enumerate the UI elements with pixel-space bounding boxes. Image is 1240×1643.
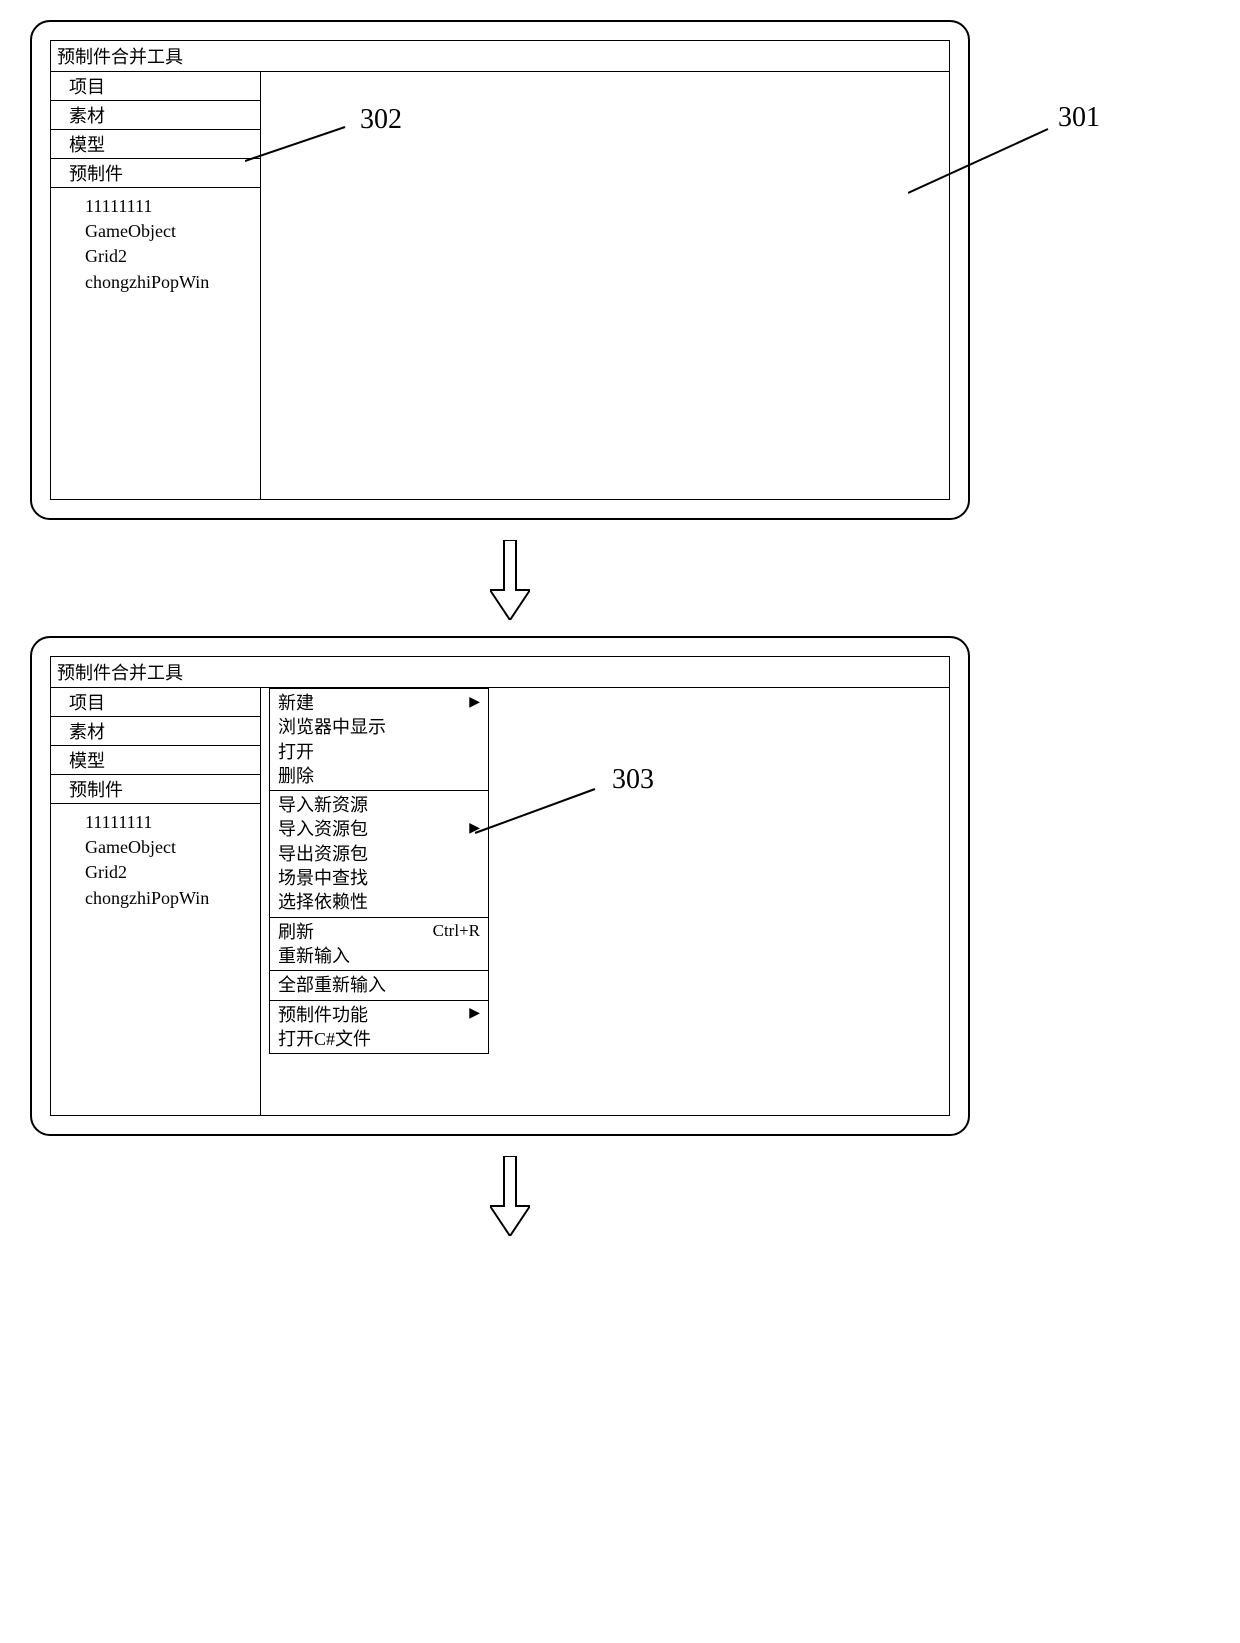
context-menu-item-label: 预制件功能 <box>278 1003 368 1027</box>
sidebar-item-material[interactable]: 素材 <box>51 717 260 746</box>
tree-item[interactable]: Grid2 <box>85 244 256 269</box>
context-menu-item[interactable]: 导入新资源 <box>270 793 488 817</box>
context-menu-group: 全部重新输入 <box>270 971 488 1000</box>
tree-item[interactable]: GameObject <box>85 219 256 244</box>
annot-302: 302 <box>360 104 402 136</box>
window-title: 预制件合并工具 <box>51 41 949 72</box>
sidebar-item-project[interactable]: 项目 <box>51 688 260 717</box>
tree-item[interactable]: chongzhiPopWin <box>85 886 256 911</box>
context-menu-group: 导入新资源导入资源包 ▶ 导出资源包场景中查找选择依赖性 <box>270 791 488 917</box>
context-menu-item-label: 打开C#文件 <box>278 1027 371 1051</box>
context-menu-item[interactable]: 刷新 Ctrl+R <box>270 920 488 944</box>
chevron-right-icon: ▶ <box>469 694 480 713</box>
panel-1-wrapper: 预制件合并工具 项目 素材 模型 预制件 11111111 GameObject… <box>20 20 1220 520</box>
context-menu-item[interactable]: 浏览器中显示 <box>270 715 488 739</box>
context-menu-item[interactable]: 重新输入 <box>270 944 488 968</box>
context-menu-item[interactable]: 删除 <box>270 764 488 788</box>
context-menu-item-label: 场景中查找 <box>278 866 368 890</box>
sidebar-item-project[interactable]: 项目 <box>51 72 260 101</box>
sidebar: 项目 素材 模型 预制件 11111111 GameObject Grid2 c… <box>51 72 261 499</box>
context-menu-item-label: 导出资源包 <box>278 842 368 866</box>
tree-item[interactable]: Grid2 <box>85 860 256 885</box>
main-area <box>261 72 949 499</box>
flow-arrow-1 <box>490 540 530 620</box>
context-menu-item-label: 浏览器中显示 <box>278 715 386 739</box>
chevron-right-icon: ▶ <box>469 1005 480 1024</box>
context-menu-shortcut: Ctrl+R <box>433 920 480 943</box>
tree-item[interactable]: chongzhiPopWin <box>85 270 256 295</box>
context-menu-item-label: 刷新 <box>278 920 314 944</box>
window-body: 项目 素材 模型 预制件 11111111 GameObject Grid2 c… <box>51 72 949 499</box>
panel-2: 预制件合并工具 项目 素材 模型 预制件 11111111 GameObject… <box>30 636 970 1136</box>
annot-301: 301 <box>1058 102 1100 134</box>
sidebar-item-material[interactable]: 素材 <box>51 101 260 130</box>
context-menu-item[interactable]: 导出资源包 <box>270 842 488 866</box>
window-2: 预制件合并工具 项目 素材 模型 预制件 11111111 GameObject… <box>50 656 950 1116</box>
context-menu-item-label: 新建 <box>278 691 314 715</box>
context-menu-item-label: 打开 <box>278 740 314 764</box>
context-menu-group: 新建 ▶ 浏览器中显示打开删除 <box>270 689 488 791</box>
window-body: 项目 素材 模型 预制件 11111111 GameObject Grid2 c… <box>51 688 949 1115</box>
context-menu-group: 预制件功能 ▶ 打开C#文件 <box>270 1001 488 1054</box>
context-menu-item[interactable]: 全部重新输入 <box>270 973 488 997</box>
tree-item[interactable]: GameObject <box>85 835 256 860</box>
context-menu-item[interactable]: 导入资源包 ▶ <box>270 817 488 841</box>
sidebar: 项目 素材 模型 预制件 11111111 GameObject Grid2 c… <box>51 688 261 1115</box>
window-title: 预制件合并工具 <box>51 657 949 688</box>
context-menu-item[interactable]: 预制件功能 ▶ <box>270 1003 488 1027</box>
sidebar-item-prefab[interactable]: 预制件 <box>51 775 260 804</box>
context-menu-item-label: 重新输入 <box>278 944 350 968</box>
context-menu-item-label: 导入新资源 <box>278 793 368 817</box>
context-menu-item[interactable]: 新建 ▶ <box>270 691 488 715</box>
chevron-right-icon: ▶ <box>469 820 480 839</box>
context-menu: 新建 ▶ 浏览器中显示打开删除导入新资源导入资源包 ▶ 导出资源包场景中查找选择依赖性刷… <box>269 688 489 1054</box>
panel-2-wrapper: 预制件合并工具 项目 素材 模型 预制件 11111111 GameObject… <box>20 636 1220 1136</box>
context-menu-item-label: 删除 <box>278 764 314 788</box>
annot-303: 303 <box>612 764 654 796</box>
context-menu-item-label: 导入资源包 <box>278 817 368 841</box>
prefab-tree: 11111111 GameObject Grid2 chongzhiPopWin <box>51 188 260 299</box>
sidebar-item-model[interactable]: 模型 <box>51 746 260 775</box>
context-menu-item-label: 全部重新输入 <box>278 973 386 997</box>
context-menu-item[interactable]: 打开C#文件 <box>270 1027 488 1051</box>
panel-1: 预制件合并工具 项目 素材 模型 预制件 11111111 GameObject… <box>30 20 970 520</box>
context-menu-item[interactable]: 打开 <box>270 740 488 764</box>
context-menu-item-label: 选择依赖性 <box>278 890 368 914</box>
tree-item[interactable]: 11111111 <box>85 194 256 219</box>
prefab-tree: 11111111 GameObject Grid2 chongzhiPopWin <box>51 804 260 915</box>
window-1: 预制件合并工具 项目 素材 模型 预制件 11111111 GameObject… <box>50 40 950 500</box>
sidebar-item-model[interactable]: 模型 <box>51 130 260 159</box>
context-menu-item[interactable]: 场景中查找 <box>270 866 488 890</box>
flow-arrow-2 <box>490 1156 530 1236</box>
main-area: 新建 ▶ 浏览器中显示打开删除导入新资源导入资源包 ▶ 导出资源包场景中查找选择依赖性刷… <box>261 688 949 1115</box>
tree-item[interactable]: 11111111 <box>85 810 256 835</box>
context-menu-item[interactable]: 选择依赖性 <box>270 890 488 914</box>
context-menu-group: 刷新 Ctrl+R 重新输入 <box>270 918 488 972</box>
sidebar-item-prefab[interactable]: 预制件 <box>51 159 260 188</box>
